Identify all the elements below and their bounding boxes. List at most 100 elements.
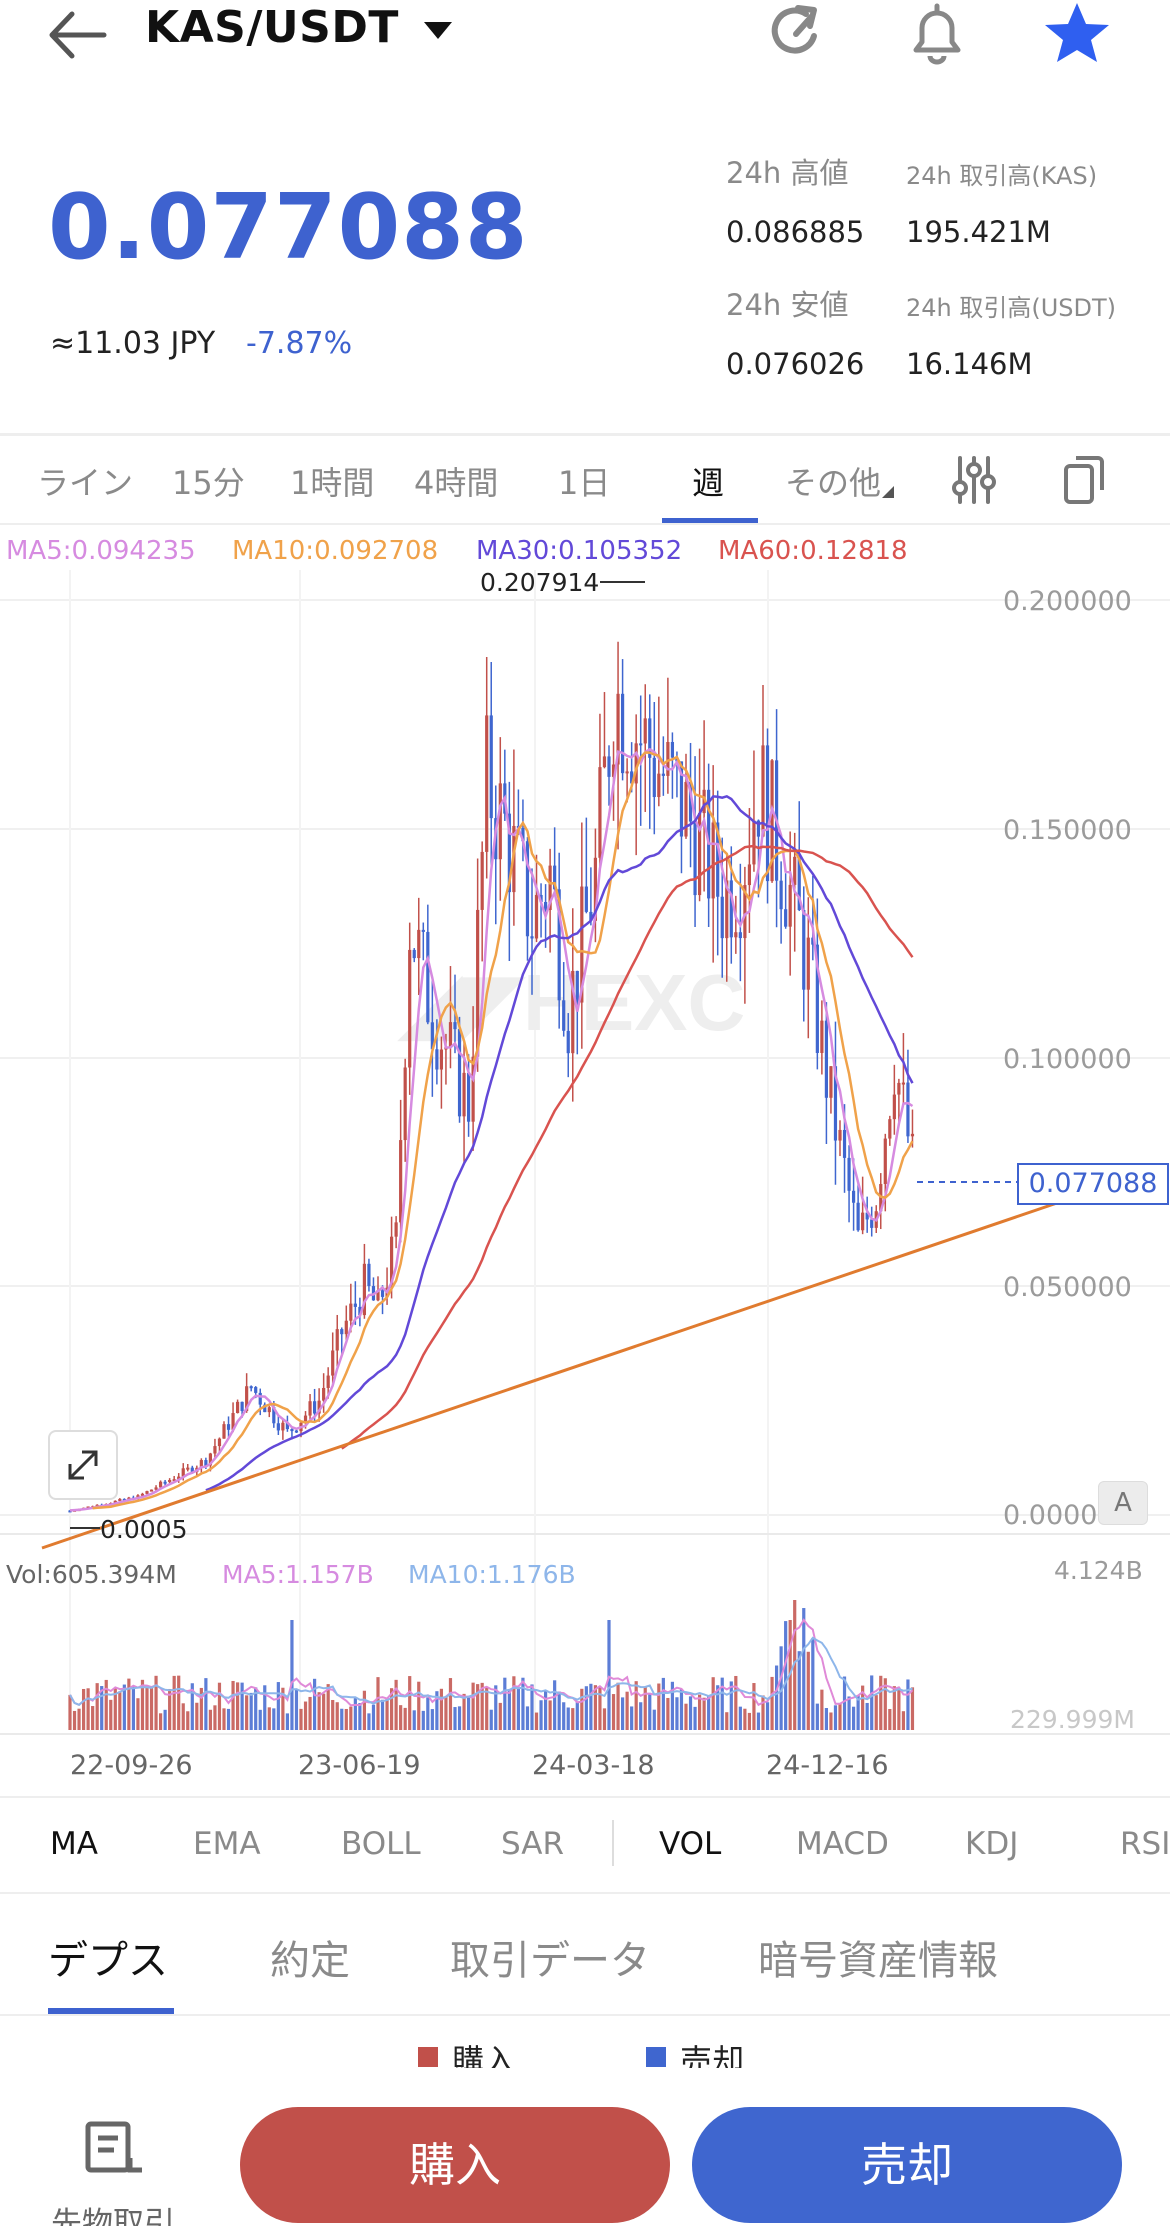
indicator-rsi[interactable]: RSI [1120,1826,1170,1862]
volume-bar [113,1688,117,1730]
y-tick: 0.200000 [1003,586,1132,617]
tab-1h[interactable]: 1時間 [290,464,375,502]
pair-title[interactable]: KAS/USDT [145,2,399,53]
refresh-icon[interactable] [762,0,832,66]
volume-bar [611,1694,616,1730]
volume-bar [761,1695,765,1730]
candle-body [217,1438,222,1447]
volume-bar [580,1688,584,1730]
tab-trade-data[interactable]: 取引データ [450,1938,650,1984]
volume-bar [435,1691,439,1730]
indicator-vol[interactable]: VOL [659,1826,722,1862]
volume-bar [870,1675,874,1730]
last-price: 0.077088 [48,175,529,280]
copy-icon[interactable] [1060,452,1108,508]
volume-bar [245,1695,249,1730]
volume-bar [652,1709,656,1730]
volume-bar [910,1687,915,1730]
bell-icon[interactable] [902,0,972,66]
candle-body [688,781,693,822]
candle-body [294,1430,299,1433]
expand-icon[interactable] [48,1430,118,1500]
volume-bar [385,1697,389,1730]
tab-1d[interactable]: 1日 [558,464,611,502]
futures-button[interactable]: 先物取引 [48,2118,178,2226]
candle-body [752,820,756,865]
volume-bar [847,1696,851,1730]
indicator-settings-icon[interactable] [950,452,998,508]
candle-body [507,813,511,893]
volume-bar [312,1678,317,1730]
candle-body [340,1329,344,1335]
ma60-legend: MA60:0.12818 [718,536,908,566]
buy-button[interactable]: 購入 [240,2107,670,2223]
dropdown-caret-icon[interactable] [424,22,452,39]
back-arrow-icon[interactable] [44,6,114,64]
candle-body [226,1424,231,1430]
tab-asset-info[interactable]: 暗号資産情報 [758,1938,998,1984]
volume-bar [371,1704,376,1730]
sell-button[interactable]: 売却 [692,2107,1122,2223]
auto-scale-button[interactable]: A [1098,1481,1148,1525]
candle-body [616,693,620,765]
volume-bar [208,1709,213,1730]
candlestick-chart[interactable]: ◢◤HEXC [0,570,1170,1740]
volume-bar [100,1686,104,1730]
volume-bar [476,1684,480,1730]
candle-body [901,1082,906,1085]
indicator-sar[interactable]: SAR [501,1826,564,1862]
indicator-macd[interactable]: MACD [796,1826,889,1862]
candle-body [349,1303,353,1321]
indicator-boll[interactable]: BOLL [341,1826,421,1862]
y-tick: 0.050000 [1003,1272,1132,1303]
tab-week[interactable]: 週 [692,464,725,502]
volume-bar [729,1681,733,1730]
tab-15m[interactable]: 15分 [172,464,245,502]
candle-body [303,1415,308,1423]
volume-bar [711,1677,715,1730]
volume-bar [851,1706,856,1730]
volume-bar [457,1706,462,1730]
volume-bar [534,1712,539,1730]
candle-body [543,901,548,910]
low-label: 24h 安値 [726,288,849,322]
indicator-ma[interactable]: MA [50,1826,98,1862]
candle-body [389,1236,394,1288]
volume-bar [226,1708,231,1730]
volume-bar [784,1621,788,1730]
candle-body [598,767,602,858]
volume-bar [820,1689,824,1730]
volume-bar [507,1688,511,1730]
volume-bar [299,1708,303,1730]
vol-ma5-legend: MA5:1.157B [222,1560,374,1589]
volume-bar [503,1677,507,1730]
vol-usdt-label: 24h 取引高(USDT) [906,294,1117,322]
tab-trades[interactable]: 約定 [270,1938,350,1984]
tab-4h[interactable]: 4時間 [414,464,499,502]
volume-bar [675,1697,679,1730]
indicator-ema[interactable]: EMA [193,1826,261,1862]
volume-bar [525,1706,530,1730]
volume-bar [231,1680,235,1730]
volume-bar [217,1682,222,1730]
volume-bar [856,1695,860,1730]
volume-bar [901,1711,906,1730]
star-icon[interactable] [1042,0,1112,66]
candle-body [145,1491,149,1494]
indicator-kdj[interactable]: KDJ [965,1826,1019,1862]
candle-body [833,1066,838,1141]
volume-bar [666,1697,670,1730]
futures-icon [85,2121,142,2173]
candle-body [312,1401,317,1414]
candle-body [562,1000,566,1031]
volume-bar [697,1694,702,1730]
candle-body [208,1453,213,1466]
tab-line[interactable]: ライン [37,464,134,502]
tab-depth[interactable]: デプス [48,1938,168,1984]
candle-body [430,1022,434,1050]
y-tick: 0.0000 [1003,1500,1098,1531]
candle-body [634,743,638,784]
price-jpy: ≈11.03 JPY [50,326,216,361]
tab-more[interactable]: その他 [785,464,882,502]
volume-bar [566,1707,570,1730]
